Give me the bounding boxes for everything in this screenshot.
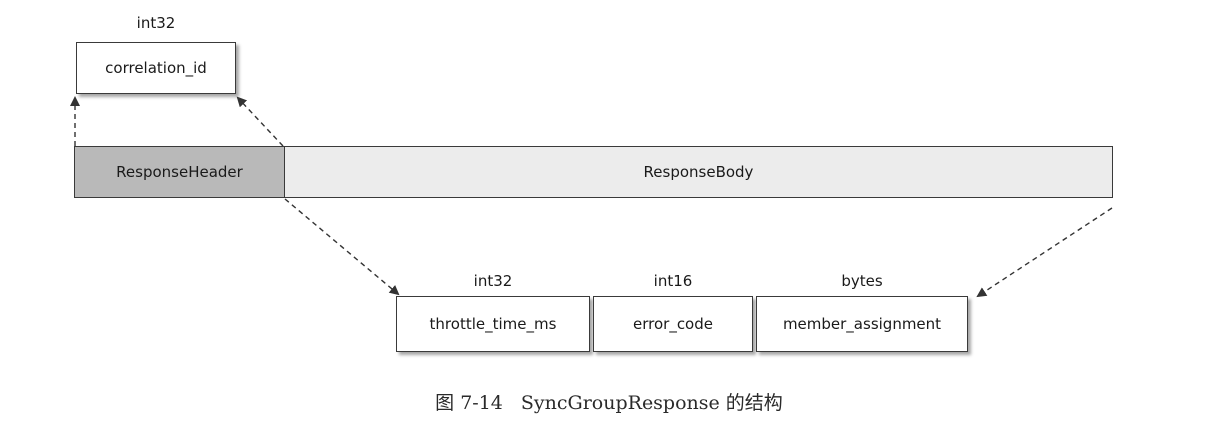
error-code-label: error_code [633, 315, 713, 333]
member-assignment-label: member_assignment [782, 315, 942, 333]
error-code-box: error_code [593, 296, 753, 352]
arrow-header-right-to-correlation-id [236, 96, 284, 147]
arrow-body-right-to-member-assignment [976, 207, 1113, 298]
throttle-time-type-label: int32 [473, 272, 513, 290]
member-assignment-box: member_assignment [756, 296, 968, 352]
correlation-id-box: correlation_id [76, 42, 236, 94]
response-body-section: ResponseBody [284, 146, 1113, 198]
figure-caption: 图 7-14 SyncGroupResponse 的结构 [0, 388, 1218, 415]
figure-number: 图 7-14 [435, 392, 503, 414]
figure-title: SyncGroupResponse 的结构 [520, 392, 783, 414]
member-assignment-type-label: bytes [841, 272, 883, 290]
throttle-time-box: throttle_time_ms [396, 296, 590, 352]
throttle-time-label: throttle_time_ms [429, 315, 557, 333]
correlation-id-label: correlation_id [105, 59, 207, 77]
arrow-body-left-to-throttle-time [284, 198, 400, 296]
error-code-type-label: int16 [653, 272, 693, 290]
response-header-label: ResponseHeader [116, 163, 243, 181]
response-body-label: ResponseBody [643, 163, 754, 181]
correlation-id-type-label: int32 [136, 14, 176, 32]
